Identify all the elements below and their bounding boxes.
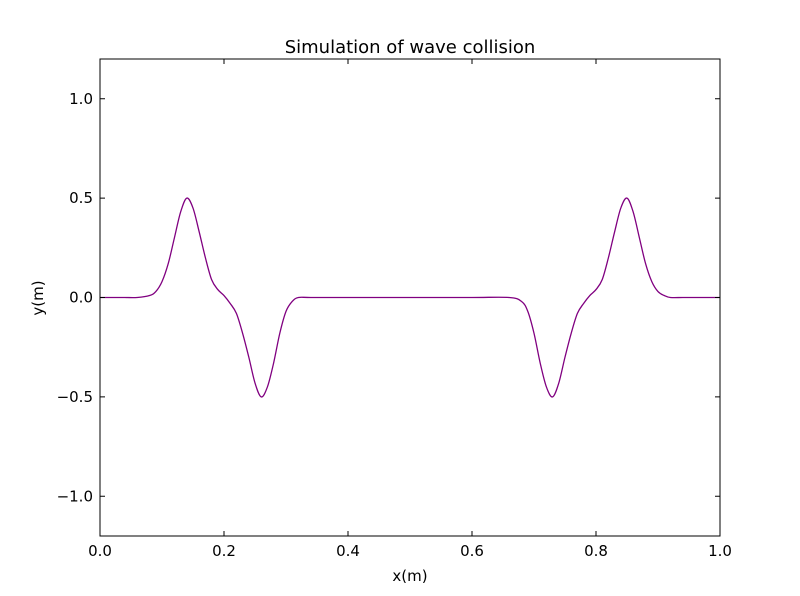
x-tick-label: 0.4 <box>336 542 360 560</box>
x-tick-label: 1.0 <box>708 542 732 560</box>
x-tick-label: 0.2 <box>212 542 236 560</box>
x-tick-label: 0.6 <box>460 542 484 560</box>
chart-title: Simulation of wave collision <box>285 37 536 58</box>
y-tick-label: 0.5 <box>69 189 93 207</box>
y-tick-label: 0.0 <box>69 289 93 307</box>
x-axis-label: x(m) <box>392 567 427 585</box>
x-tick-label: 0.8 <box>584 542 608 560</box>
y-tick-label: −1.0 <box>57 487 93 505</box>
y-tick-label: 1.0 <box>69 90 93 108</box>
series-line <box>100 197 720 398</box>
plot-area <box>100 197 720 398</box>
x-tick-label: 0.0 <box>88 542 112 560</box>
axes-frame <box>99 58 721 537</box>
y-axis-label: y(m) <box>29 280 47 315</box>
axis-ticks: 0.0 0.2 0.4 0.6 0.8 1.0 −1.0 −0.5 0.0 0.5 1.0 <box>57 59 732 560</box>
y-tick-label: −0.5 <box>57 388 93 406</box>
